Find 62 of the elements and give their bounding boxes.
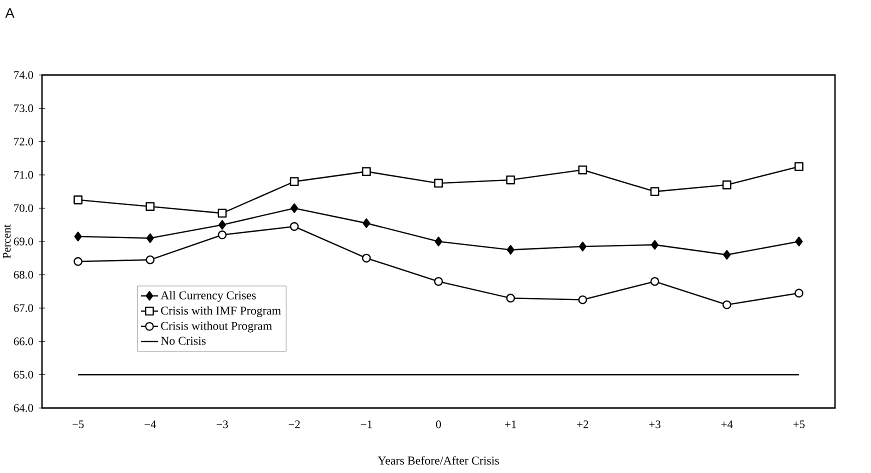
point: [578, 242, 586, 252]
y-tick-label: 68.0: [14, 270, 34, 279]
y-tick-label: 64.0: [14, 404, 34, 412]
x-tick-label: +4: [721, 420, 733, 428]
point: [434, 236, 442, 246]
point: [218, 220, 226, 230]
y-tick-label: 69.0: [14, 238, 34, 246]
x-tick-label: 0: [436, 420, 441, 428]
point: [146, 202, 155, 211]
point: [506, 294, 516, 303]
point: [74, 232, 82, 242]
x-tick-label: +1: [505, 420, 516, 428]
legend-label: Crisis with IMF Program: [161, 306, 281, 318]
x-tick-label: +3: [649, 420, 660, 428]
x-tick-label: −3: [216, 420, 228, 428]
x-tick-label: −4: [144, 420, 156, 428]
point: [795, 236, 803, 246]
legend-label: No Crisis: [160, 336, 206, 345]
point: [722, 180, 732, 190]
point: [290, 203, 298, 214]
x-tick-label: +5: [793, 420, 805, 428]
x-tick-label: −5: [72, 420, 84, 428]
y-tick-label: 74.0: [14, 71, 34, 79]
point: [434, 277, 443, 286]
x-tick-label: −1: [360, 420, 372, 428]
y-tick-label: 72.0: [14, 138, 34, 146]
point: [74, 195, 82, 204]
x-tick-label: +2: [577, 420, 588, 428]
point: [290, 222, 299, 231]
y-tick-label: 66.0: [14, 338, 34, 346]
point: [650, 187, 660, 196]
point: [794, 162, 804, 172]
point: [506, 175, 516, 184]
y-tick-label: 70.0: [14, 204, 34, 212]
x-tick-label: −2: [288, 420, 300, 428]
y-tick-label: 71.0: [14, 171, 34, 179]
point: [146, 255, 155, 264]
point: [290, 177, 299, 186]
point: [722, 300, 732, 310]
point: [506, 244, 514, 255]
point: [650, 277, 660, 286]
legend-label: All Currency Crises: [160, 290, 256, 302]
point: [218, 230, 227, 240]
x-axis-title: Years Before/After Crisis: [378, 456, 499, 465]
point: [362, 218, 370, 228]
point: [434, 178, 443, 188]
point: [218, 208, 227, 218]
point: [794, 288, 804, 298]
y-tick-label: 67.0: [14, 304, 34, 312]
point: [650, 240, 659, 250]
y-tick-label: 65.0: [14, 370, 34, 379]
chart-title: A: [5, 8, 14, 18]
point: [578, 295, 588, 304]
y-tick-label: 73.0: [14, 104, 34, 112]
y-axis-title: Percent: [2, 224, 11, 258]
legend-label: Crisis without Program: [161, 322, 272, 332]
point: [578, 165, 588, 174]
point: [362, 167, 371, 176]
point: [723, 250, 731, 260]
point: [74, 257, 82, 266]
point: [146, 233, 154, 244]
point: [362, 254, 371, 263]
